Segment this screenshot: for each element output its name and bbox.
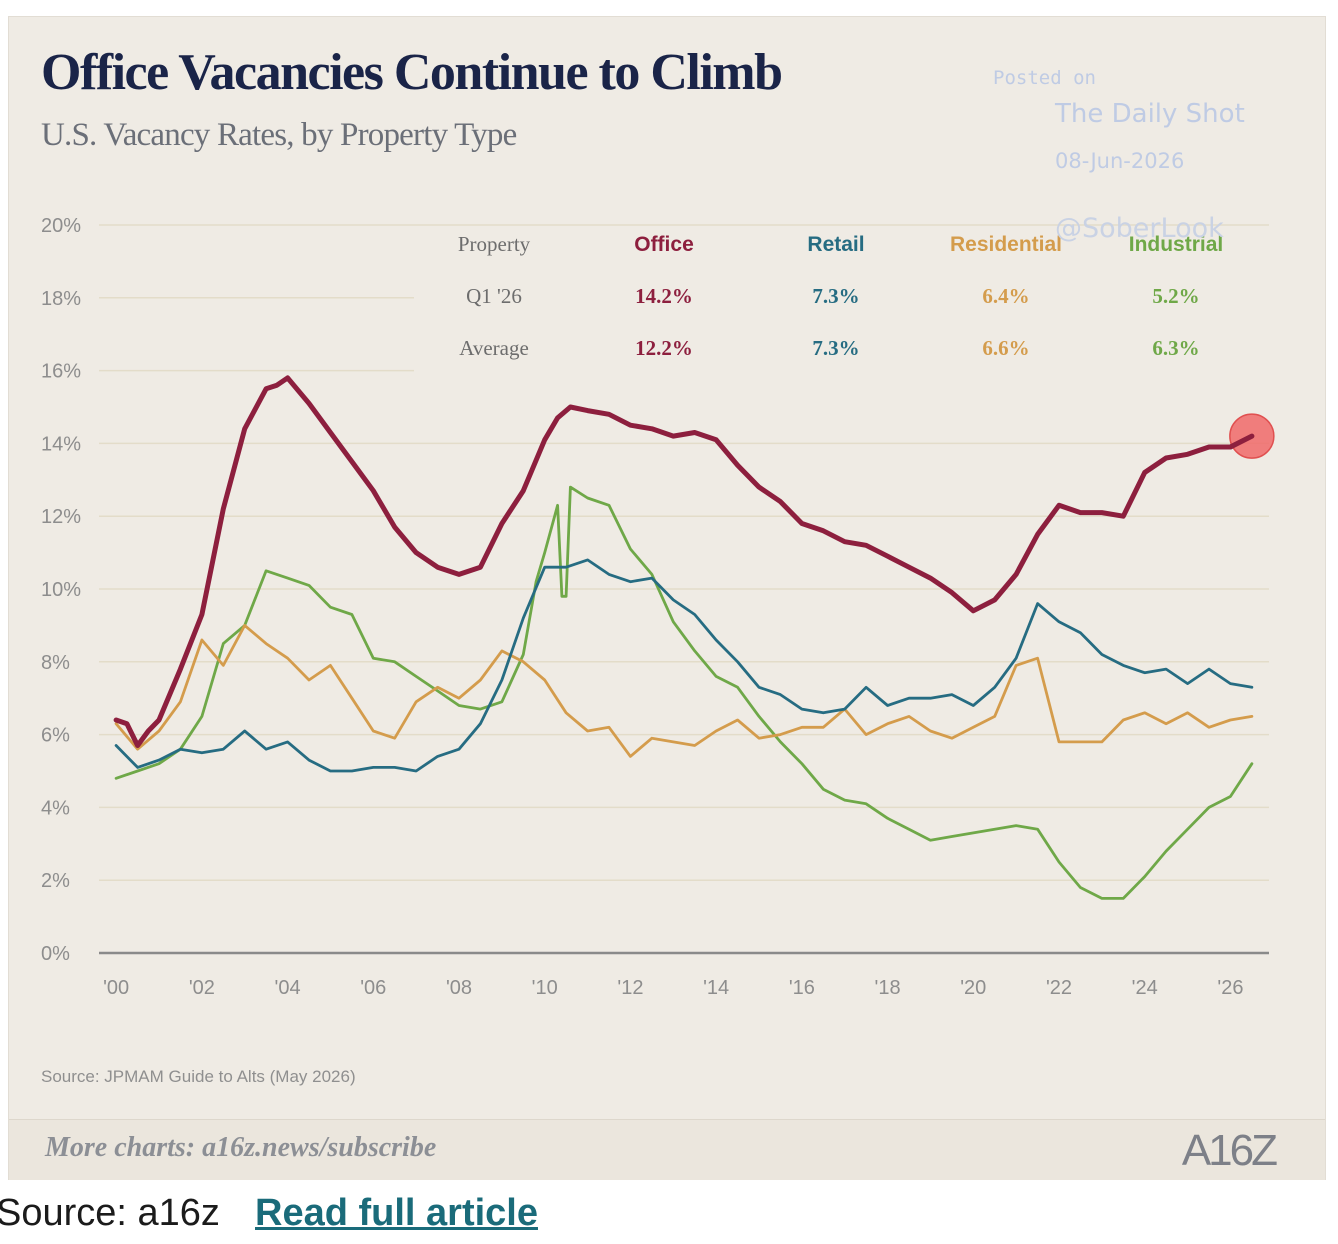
y-axis-ticks: 0% 2% 4% 6% 8% 10% 12% 14% 16% 18% 20% — [41, 215, 81, 965]
x-tick-label: '02 — [189, 977, 215, 999]
table-cell: 5.2% — [1152, 284, 1199, 308]
x-tick-label: '06 — [360, 977, 386, 999]
y-tick-label: 12% — [41, 506, 81, 528]
latest-office-segment — [1227, 433, 1255, 450]
series-line-industrial — [114, 485, 1254, 900]
line-chart: 0%2%4%6%8%10%12%14%16%18%20% '00'02'04'0… — [41, 215, 1284, 999]
x-tick-label: '24 — [1132, 977, 1158, 999]
table-cell: 6.6% — [982, 336, 1029, 360]
table-header: Industrial — [1129, 233, 1224, 256]
x-tick-label: '26 — [1217, 977, 1243, 999]
x-tick-label: '18 — [875, 977, 901, 999]
x-tick-label: '00 — [103, 977, 129, 999]
x-axis-ticks: '00 '02 '04 '06 '08 '10 '12 '14 '16 '18 '20 '22 '24 '… — [103, 977, 1243, 999]
x-tick-label: '08 — [446, 977, 472, 999]
x-tick-label: '22 — [1046, 977, 1072, 999]
table-cell: 6.3% — [1152, 336, 1199, 360]
table-row-label: Q1 '26 — [466, 284, 522, 308]
footer-band: More charts: a16z.news/subscribe A16Z — [9, 1119, 1325, 1180]
x-tick-label: '12 — [617, 977, 643, 999]
summary-table: Property Office Retail Residential Industria… — [458, 232, 1223, 360]
x-tick-label: '16 — [789, 977, 815, 999]
chart-subtitle: U.S. Vacancy Rates, by Property Type — [41, 117, 517, 153]
series-line-retail — [114, 558, 1254, 773]
table-header: Residential — [950, 233, 1062, 256]
table-cell: 7.3% — [812, 336, 859, 360]
y-tick-label: 8% — [41, 652, 70, 674]
chart-card: Office Vacancies Continue to Climb U.S. … — [8, 16, 1326, 1180]
table-cell: 14.2% — [635, 284, 693, 308]
table-cell: 12.2% — [635, 336, 693, 360]
watermark-daily-shot: The Daily Shot — [1055, 99, 1245, 129]
series-lines — [113, 375, 1255, 900]
table-cell: 7.3% — [812, 284, 859, 308]
table-cell: 6.4% — [982, 284, 1029, 308]
source-note: Source: JPMAM Guide to Alts (May 2026) — [41, 1067, 356, 1086]
table-row-label: Average — [459, 336, 529, 360]
subscribe-link[interactable]: More charts: a16z.news/subscribe — [45, 1132, 437, 1163]
watermark-posted-on: Posted on — [993, 67, 1096, 89]
x-tick-label: '14 — [703, 977, 729, 999]
table-header: Property — [458, 232, 531, 256]
x-tick-label: '10 — [532, 977, 558, 999]
caption-source: Source: a16z — [0, 1192, 220, 1234]
x-tick-label: '04 — [275, 977, 301, 999]
series-line-residential — [114, 624, 1254, 758]
y-tick-label: 18% — [41, 288, 81, 310]
chart-title: Office Vacancies Continue to Climb — [41, 44, 783, 101]
series-line-office — [113, 375, 1255, 748]
y-tick-label: 2% — [41, 870, 70, 892]
latest-point-highlight — [1227, 413, 1275, 459]
table-background — [414, 239, 1284, 379]
y-tick-label: 6% — [41, 725, 70, 747]
table-header: Retail — [807, 233, 864, 256]
table-header: Office — [634, 233, 694, 256]
y-tick-label: 20% — [41, 215, 81, 237]
x-tick-label: '20 — [960, 977, 986, 999]
watermark-handle: @SoberLook — [1055, 213, 1224, 244]
watermark-date: 08-Jun-2026 — [1055, 149, 1185, 173]
read-full-article-link[interactable]: Read full article — [255, 1192, 538, 1234]
y-tick-label: 14% — [41, 433, 81, 455]
a16z-logo: A16Z — [1181, 1126, 1278, 1175]
y-tick-label: 4% — [41, 797, 70, 819]
y-tick-label: 0% — [41, 943, 70, 965]
y-tick-label: 10% — [41, 579, 81, 601]
y-tick-label: 16% — [41, 361, 81, 383]
